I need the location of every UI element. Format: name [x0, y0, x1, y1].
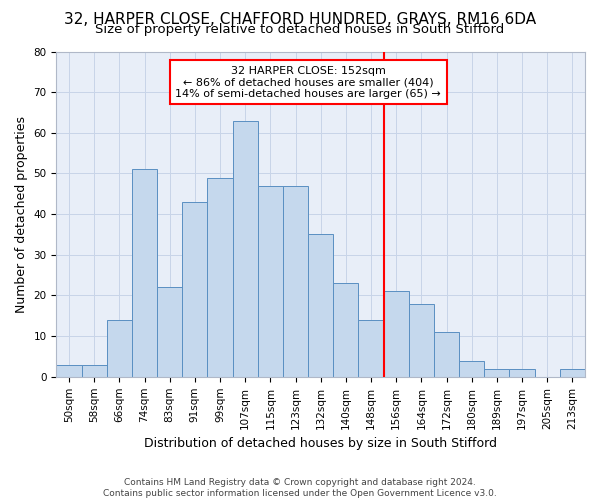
Bar	[182, 202, 208, 377]
Bar	[358, 320, 383, 377]
Bar	[132, 170, 157, 377]
Bar	[308, 234, 333, 377]
Bar	[333, 284, 358, 377]
Bar	[383, 292, 409, 377]
Text: 32, HARPER CLOSE, CHAFFORD HUNDRED, GRAYS, RM16 6DA: 32, HARPER CLOSE, CHAFFORD HUNDRED, GRAY…	[64, 12, 536, 28]
Y-axis label: Number of detached properties: Number of detached properties	[15, 116, 28, 312]
Bar	[56, 364, 82, 377]
Text: Size of property relative to detached houses in South Stifford: Size of property relative to detached ho…	[95, 22, 505, 36]
Bar	[107, 320, 132, 377]
Bar	[509, 368, 535, 377]
Bar	[157, 288, 182, 377]
Bar	[484, 368, 509, 377]
Bar	[434, 332, 459, 377]
Bar	[82, 364, 107, 377]
Bar	[208, 178, 233, 377]
Bar	[409, 304, 434, 377]
Bar	[459, 360, 484, 377]
Bar	[233, 120, 258, 377]
Bar	[560, 368, 585, 377]
Bar	[258, 186, 283, 377]
Bar	[283, 186, 308, 377]
X-axis label: Distribution of detached houses by size in South Stifford: Distribution of detached houses by size …	[144, 437, 497, 450]
Text: Contains HM Land Registry data © Crown copyright and database right 2024.
Contai: Contains HM Land Registry data © Crown c…	[103, 478, 497, 498]
Text: 32 HARPER CLOSE: 152sqm
← 86% of detached houses are smaller (404)
14% of semi-d: 32 HARPER CLOSE: 152sqm ← 86% of detache…	[175, 66, 441, 99]
